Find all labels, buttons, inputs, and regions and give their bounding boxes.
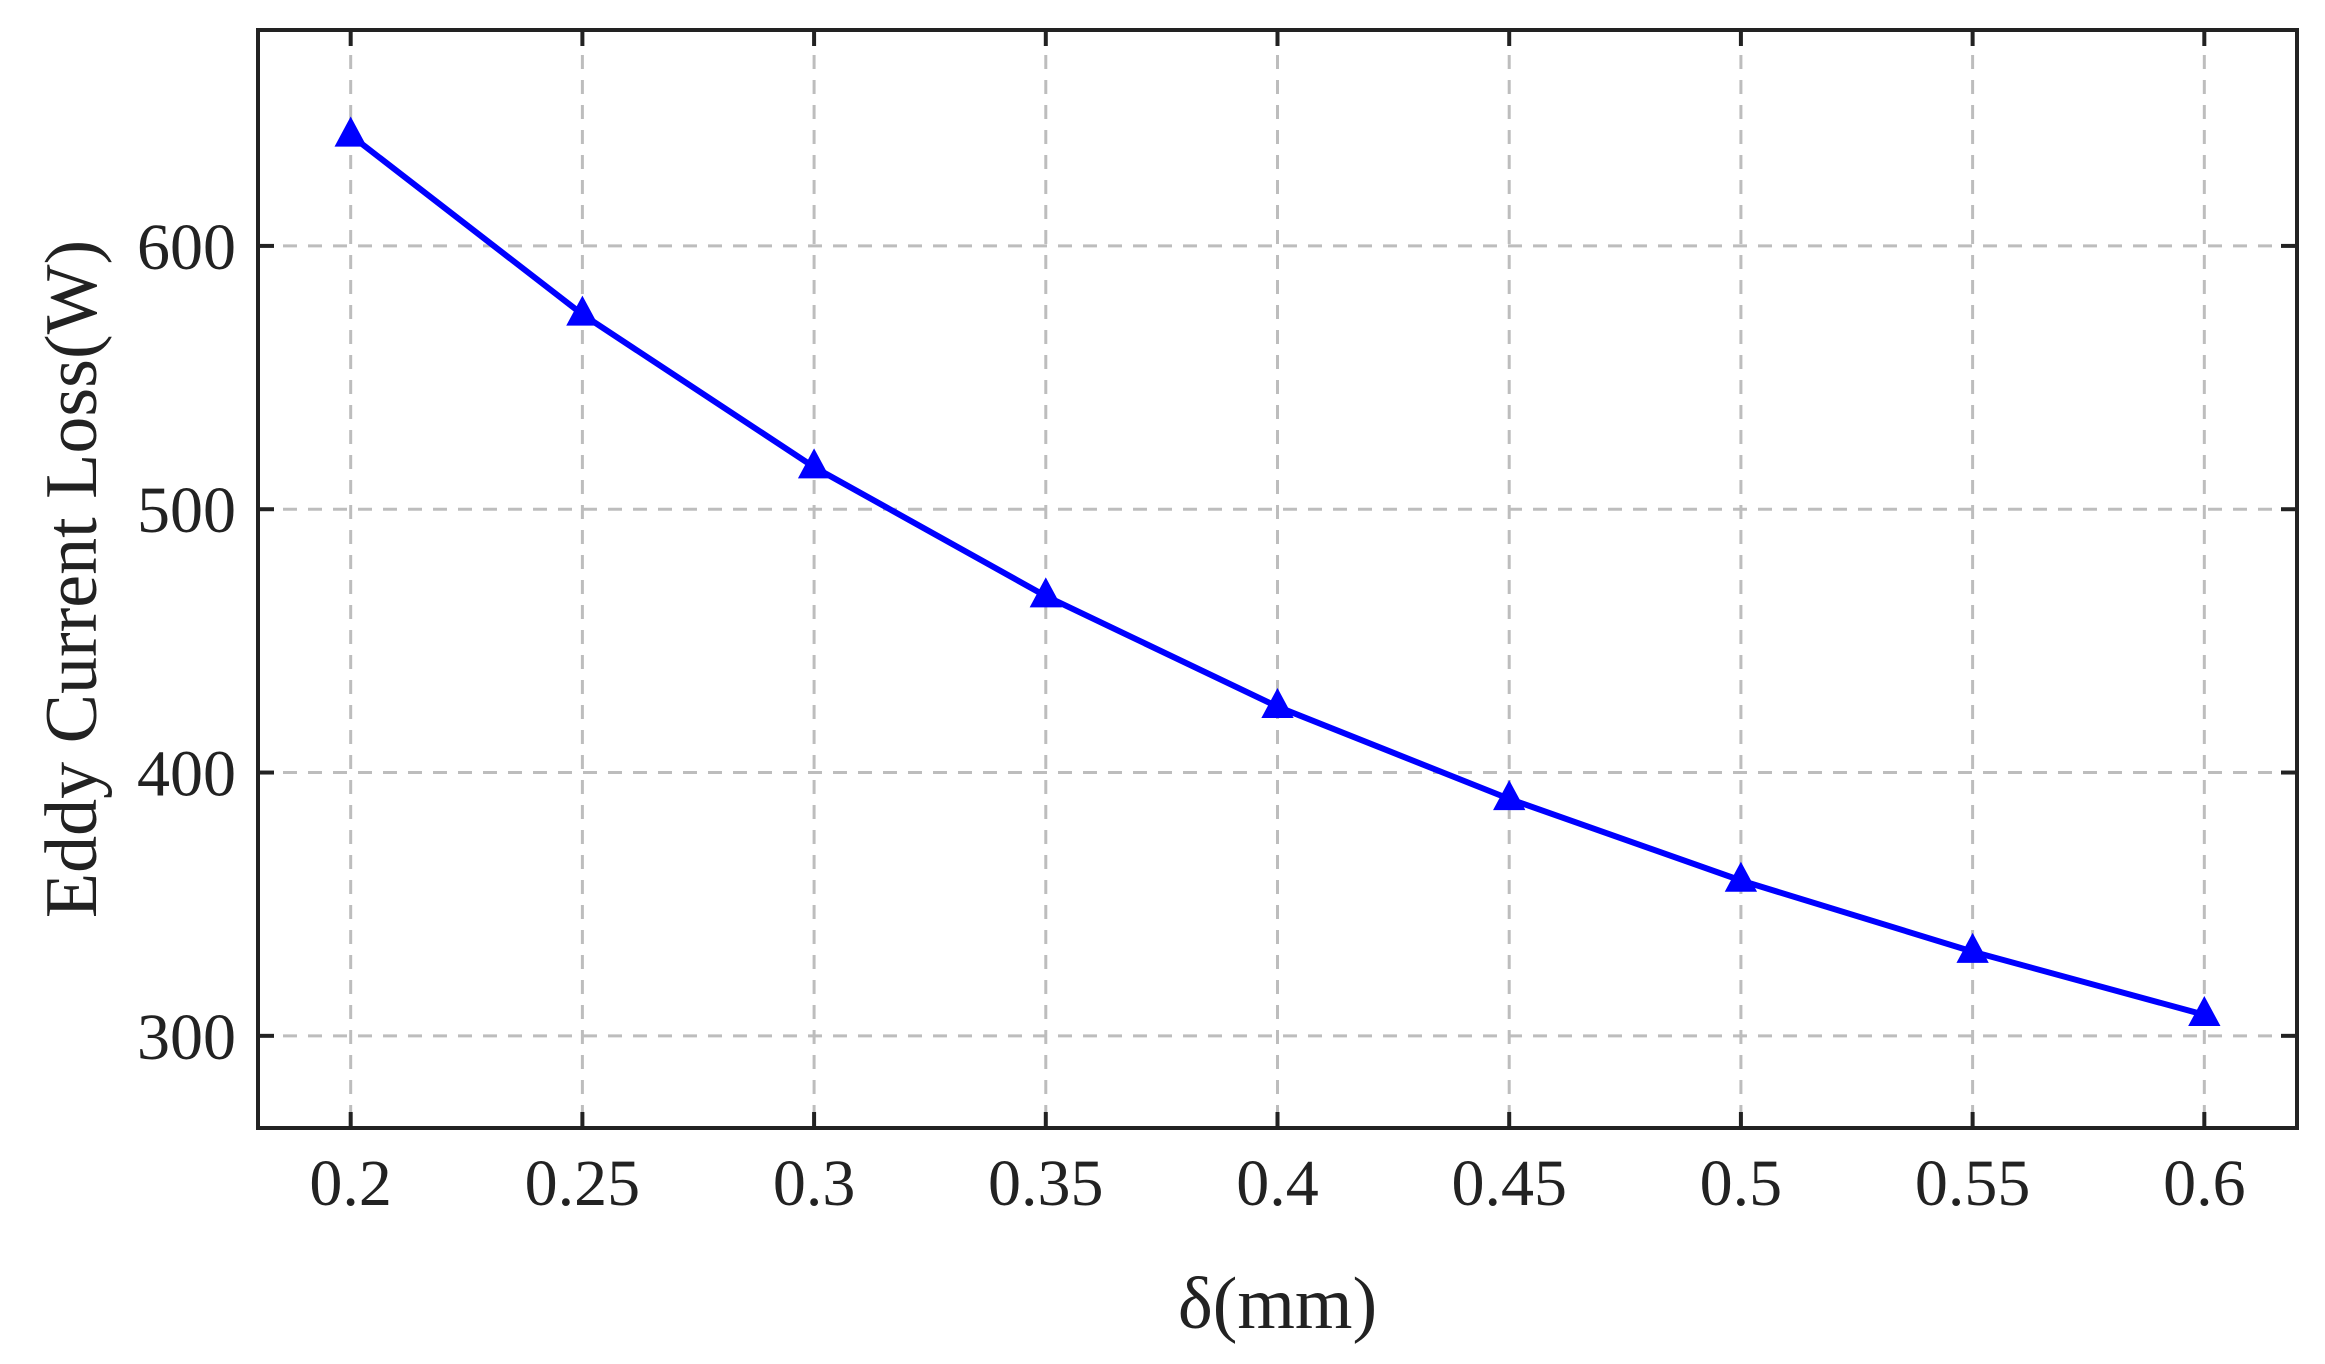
x-tick-label: 0.5	[1700, 1147, 1783, 1220]
y-tick-label: 500	[137, 474, 236, 547]
x-tick-label: 0.55	[1915, 1147, 2031, 1220]
x-axis-label: δ(mm)	[1178, 1263, 1377, 1345]
x-tick-label: 0.25	[525, 1147, 641, 1220]
y-tick-label: 400	[137, 738, 236, 811]
y-axis-label: Eddy Current Loss(W)	[31, 240, 113, 918]
data-point-marker	[797, 448, 831, 479]
x-tick-label: 0.35	[988, 1147, 1104, 1220]
series-group	[334, 116, 2221, 1027]
x-tick-label: 0.45	[1451, 1147, 1567, 1220]
x-tick-label: 0.4	[1236, 1147, 1319, 1220]
data-point-marker	[566, 295, 599, 326]
x-tick-label: 0.6	[2163, 1147, 2246, 1220]
data-point-marker	[1956, 932, 1989, 963]
data-point-marker	[1493, 780, 1526, 811]
data-point-marker	[2188, 996, 2221, 1027]
x-tick-label: 0.3	[773, 1147, 856, 1220]
data-point-marker	[1261, 687, 1294, 718]
data-point-marker	[1029, 577, 1062, 608]
grid	[258, 30, 2297, 1128]
y-tick-label: 600	[137, 211, 236, 284]
data-point-marker	[334, 116, 367, 147]
x-tick-label: 0.2	[309, 1147, 392, 1220]
y-tick-label: 300	[137, 1001, 236, 1074]
data-point-marker	[1724, 861, 1758, 892]
ticks: 0.2 0.25 0.3 0.35 0.4 0.45 0.5 0.55 0.6 300 400 500…	[137, 30, 2297, 1220]
